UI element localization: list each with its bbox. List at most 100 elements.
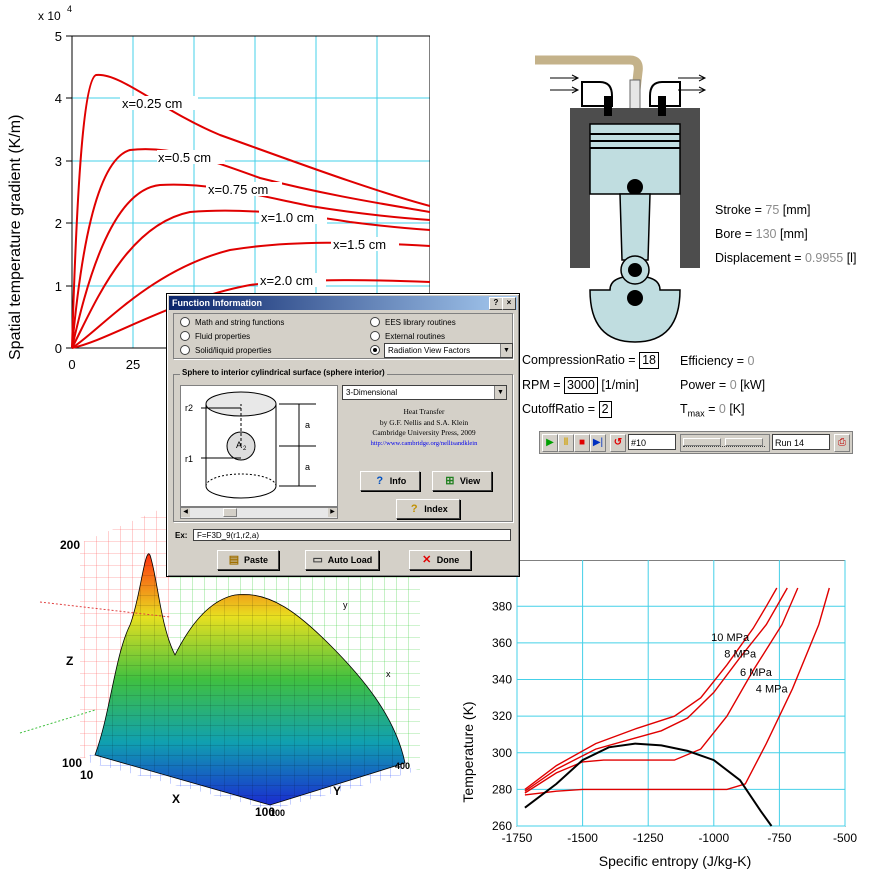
ts-annotation: 10 MPa: [711, 632, 750, 644]
radio-view-factors-dot[interactable]: [370, 345, 380, 355]
y-axis-label: Y: [333, 784, 341, 798]
slider-thumb[interactable]: [683, 438, 721, 446]
done-button[interactable]: ✕ Done: [409, 550, 471, 570]
y-tick-1: 1: [55, 279, 62, 294]
radio-external-routines-dot[interactable]: [370, 331, 380, 341]
z-axis-label: Z: [66, 654, 73, 668]
dimension-select-chevron-down-icon[interactable]: ▼: [494, 386, 506, 399]
tmax-unit: [K]: [725, 402, 745, 416]
z-axis-bottom: 100: [62, 756, 82, 770]
ts-x-tick: -750: [767, 831, 791, 845]
bore-value: 130: [755, 227, 777, 241]
fig-a-bottom: a: [305, 462, 310, 472]
frame-slider[interactable]: [680, 434, 770, 452]
index-button-label: Index: [424, 504, 448, 514]
ts-y-tick: 340: [492, 673, 512, 687]
step-icon[interactable]: ▶|: [590, 434, 606, 452]
curve-label-5: x=1.5 cm: [333, 237, 386, 252]
run-field[interactable]: Run 14: [772, 434, 830, 450]
radio-solid-liquid[interactable]: Solid/liquid properties: [180, 345, 272, 356]
stroke-value: 75: [765, 203, 780, 217]
index-button[interactable]: ? Index: [396, 499, 460, 519]
radio-fluid-properties-dot[interactable]: [180, 331, 190, 341]
ts-x-tick: -1000: [698, 831, 729, 845]
displacement-unit: [l]: [843, 251, 857, 265]
cutoff-ratio-row: CutoffRatio = 2: [522, 401, 612, 418]
function-group: Sphere to interior cylindrical surface (…: [173, 368, 513, 522]
paste-button-label: Paste: [243, 555, 269, 565]
ts-x-tick: -1750: [502, 831, 533, 845]
ts-annotation: 6 MPa: [740, 667, 773, 679]
efficiency-readout: Efficiency = 0: [680, 354, 754, 368]
dialog-help-button[interactable]: ?: [489, 297, 503, 310]
y-axis-end: 400: [395, 761, 410, 771]
compression-ratio-input[interactable]: 18: [639, 352, 659, 369]
curve-label-3: x=0.75 cm: [208, 182, 268, 197]
scroll-right-icon[interactable]: ▶: [328, 508, 337, 517]
reference-publisher: Cambridge University Press, 2009: [372, 428, 476, 437]
info-button[interactable]: ? Info: [360, 471, 420, 491]
scroll-left-icon[interactable]: ◀: [181, 508, 190, 517]
cutoff-ratio-input[interactable]: 2: [598, 401, 612, 418]
y-tick-5: 5: [55, 29, 62, 44]
reference-link[interactable]: http://www.cambridge.org/nellisandklein: [370, 439, 478, 447]
rpm-input[interactable]: 3000: [564, 377, 598, 394]
radio-external-routines[interactable]: External routines: [370, 331, 445, 342]
ts-x-tick: -500: [833, 831, 857, 845]
tmax-readout: Tmax = 0 [K]: [680, 402, 745, 419]
ts-chart: -1750 -1500 -1250 -1000 -750 -500 260 280 300 320…: [455, 559, 878, 880]
ts-y-tick: 360: [492, 636, 512, 650]
radio-fluid-properties-label: Fluid properties: [195, 332, 251, 341]
ts-x-label: Specific entropy (J/kg-K): [599, 853, 752, 869]
clipboard-icon: ▤: [228, 554, 240, 566]
rpm-label: RPM =: [522, 378, 565, 392]
dialog-close-button[interactable]: ×: [502, 297, 516, 310]
x-axis-end: 100: [255, 805, 275, 819]
view-button[interactable]: ⊞ View: [432, 471, 492, 491]
radio-fluid-properties[interactable]: Fluid properties: [180, 331, 250, 342]
auto-load-button[interactable]: ▭ Auto Load: [305, 550, 379, 570]
example-field[interactable]: F=F3D_9(r1,r2,a): [193, 529, 511, 541]
x-tick-0: 0: [68, 357, 75, 372]
fig-a-top: a: [305, 420, 310, 430]
library-select-value: Radiation View Factors: [388, 346, 471, 355]
radio-math-string[interactable]: Math and string functions: [180, 317, 284, 328]
frame-field[interactable]: #10: [628, 434, 676, 450]
efficiency-label: Efficiency =: [680, 354, 748, 368]
close-icon: ✕: [422, 554, 432, 566]
undo-icon[interactable]: ↺: [610, 434, 626, 452]
radio-ees-library[interactable]: EES library routines: [370, 317, 456, 328]
paste-button[interactable]: ▤ Paste: [217, 550, 279, 570]
radio-math-string-label: Math and string functions: [195, 318, 285, 327]
library-select[interactable]: Radiation View Factors ▼: [384, 343, 513, 358]
tmax-equals: =: [704, 402, 719, 416]
slider-thumb-2[interactable]: [725, 438, 763, 446]
pause-icon[interactable]: ǁ: [558, 434, 574, 452]
dimension-select-value: 3-Dimensional: [346, 388, 398, 397]
power-label: Power =: [680, 378, 730, 392]
displacement-value: 0.9955: [804, 251, 844, 265]
ts-series-line: [524, 587, 799, 794]
print-icon[interactable]: ⎙: [834, 434, 850, 452]
scroll-thumb[interactable]: [223, 508, 237, 517]
ts-x-tick: -1250: [633, 831, 664, 845]
ts-series-line: [524, 587, 778, 790]
stop-icon[interactable]: ■: [574, 434, 590, 452]
y-tick-3: 3: [55, 154, 62, 169]
y-axis-label: Spatial temperature gradient (K/m): [7, 115, 24, 360]
ts-series-line: [524, 587, 788, 792]
play-icon[interactable]: ▶: [542, 434, 558, 452]
exponent-label: x 10: [38, 9, 61, 23]
ts-annotation: 8 MPa: [724, 649, 757, 661]
radio-solid-liquid-dot[interactable]: [180, 345, 190, 355]
radio-view-factors[interactable]: [370, 345, 385, 356]
figure-scrollbar[interactable]: ◀ ▶: [180, 507, 338, 519]
z-axis-top: 200: [60, 538, 80, 552]
dialog-titlebar: Function Information ? ×: [169, 296, 517, 310]
x-axis-label: X: [172, 792, 180, 806]
radio-math-string-dot[interactable]: [180, 317, 190, 327]
curve-label-1: x=0.25 cm: [122, 96, 182, 111]
dimension-select[interactable]: 3-Dimensional ▼: [342, 385, 507, 400]
radio-ees-library-dot[interactable]: [370, 317, 380, 327]
library-select-chevron-down-icon[interactable]: ▼: [500, 344, 512, 357]
